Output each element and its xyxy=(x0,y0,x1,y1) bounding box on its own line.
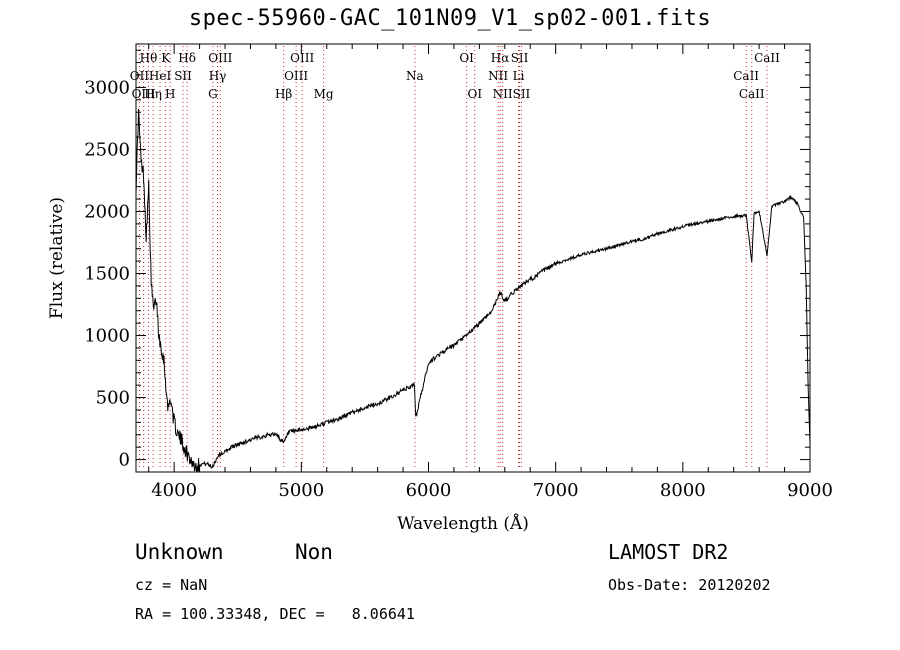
line-marker-label: NII xyxy=(493,87,513,101)
x-tick-label: 5000 xyxy=(278,480,324,501)
x-tick-label: 6000 xyxy=(406,480,452,501)
spectrum-line xyxy=(136,108,810,472)
line-marker-label: CaII xyxy=(733,69,759,83)
x-tick-label: 7000 xyxy=(533,480,579,501)
line-marker-label: Mg xyxy=(314,87,334,101)
line-marker-label: H xyxy=(165,87,175,101)
line-marker-label: Hα xyxy=(491,51,510,65)
y-tick-label: 1000 xyxy=(84,326,130,347)
line-marker-label: CaII xyxy=(754,51,780,65)
line-marker-label: CaII xyxy=(739,87,765,101)
line-marker-label: OIII xyxy=(132,87,156,101)
x-tick-label: 8000 xyxy=(660,480,706,501)
line-marker-label: Hη xyxy=(144,87,162,101)
line-marker-label: G xyxy=(208,87,218,101)
line-marker-label: Li xyxy=(513,69,525,83)
line-marker-label: Na xyxy=(406,69,424,83)
line-marker-label: OI xyxy=(459,51,474,65)
x-axis-label: Wavelength (Å) xyxy=(397,513,529,534)
line-marker-label: Hθ xyxy=(140,51,158,65)
object-subclass: Non xyxy=(295,540,333,564)
y-tick-label: 500 xyxy=(96,388,130,409)
line-marker-label: Hβ xyxy=(275,87,292,101)
ra-dec-coordinates: RA = 100.33348, DEC = 8.06641 xyxy=(135,605,415,623)
line-marker-label: Hγ xyxy=(209,69,227,83)
x-tick-label: 4000 xyxy=(151,480,197,501)
line-marker-label: Hδ xyxy=(178,51,196,65)
y-tick-label: 2000 xyxy=(84,201,130,222)
y-tick-label: 0 xyxy=(119,450,130,471)
line-marker-label: SII xyxy=(513,87,531,101)
line-marker-label: HeI xyxy=(149,69,172,83)
x-tick-label: 9000 xyxy=(787,480,833,501)
line-marker-label: OIII xyxy=(284,69,308,83)
survey-name: LAMOST DR2 xyxy=(608,540,729,564)
line-marker-label: SII xyxy=(511,51,529,65)
line-marker-label: OIII xyxy=(290,51,314,65)
line-marker-label: OI xyxy=(467,87,482,101)
line-marker-label: K xyxy=(161,51,171,65)
line-marker-label: NII xyxy=(488,69,508,83)
y-tick-label: 3000 xyxy=(84,77,130,98)
spectrum-plot: Hθ OII OIII K HeI Hη SII H Hδ OIII Hγ G OIII OIII Hβ Mg… xyxy=(47,43,833,534)
line-marker-label: OII xyxy=(130,69,150,83)
observation-date: Obs-Date: 20120202 xyxy=(608,576,771,594)
plot-frame xyxy=(135,43,811,473)
y-tick-label: 2500 xyxy=(84,139,130,160)
y-axis-label: Flux (relative) xyxy=(47,197,67,319)
line-marker-label: OIII xyxy=(208,51,232,65)
y-tick-label: 1500 xyxy=(84,264,130,285)
redshift-cz: cz = NaN xyxy=(135,576,208,594)
object-class: Unknown xyxy=(135,540,224,564)
line-marker-label: SII xyxy=(174,69,192,83)
chart-title: spec-55960-GAC_101N09_V1_sp02-001.fits xyxy=(188,6,712,31)
